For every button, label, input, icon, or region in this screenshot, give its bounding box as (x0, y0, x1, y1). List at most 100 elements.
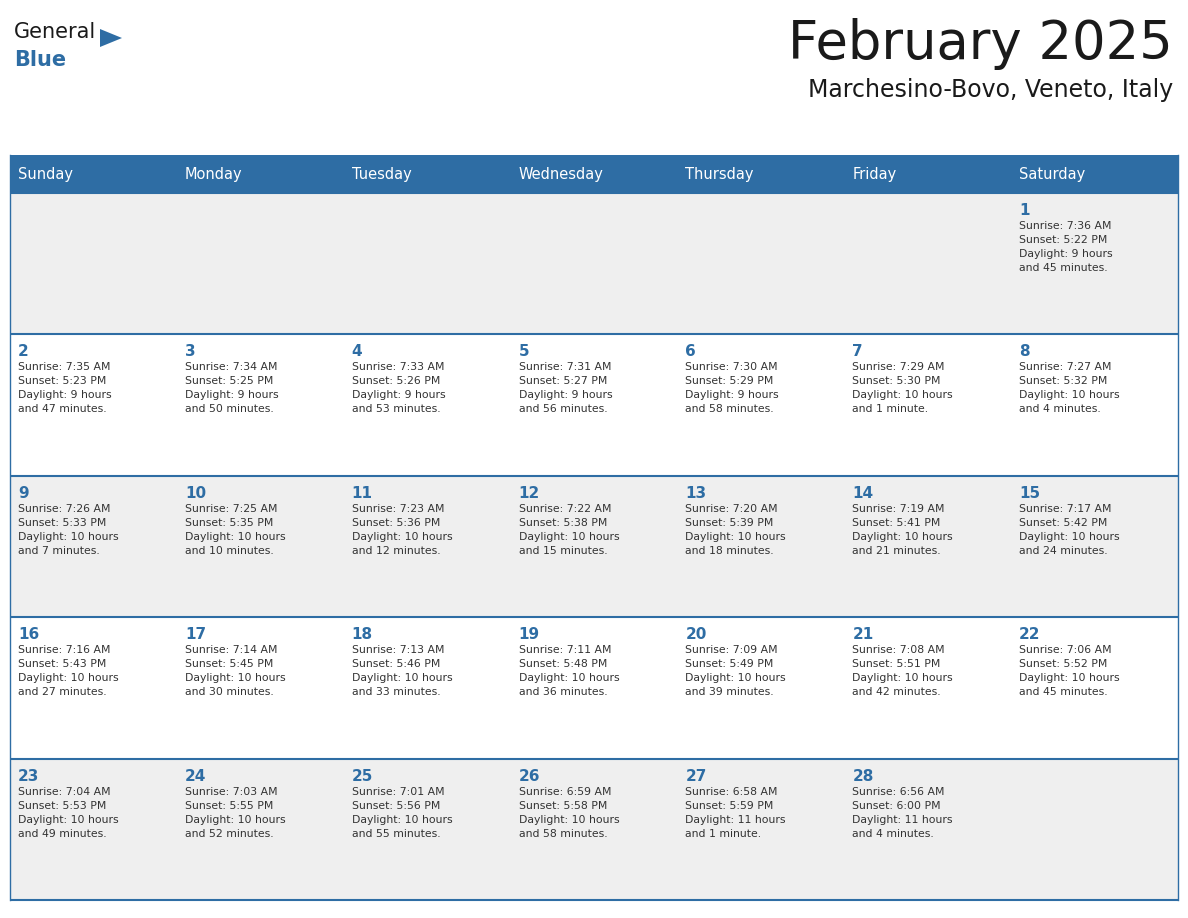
Text: Sunrise: 6:56 AM
Sunset: 6:00 PM
Daylight: 11 hours
and 4 minutes.: Sunrise: 6:56 AM Sunset: 6:00 PM Dayligh… (852, 787, 953, 839)
Bar (677, 334, 845, 476)
Bar (177, 155, 343, 193)
Bar (343, 155, 511, 193)
Bar (677, 476, 845, 617)
Text: 13: 13 (685, 486, 707, 501)
Bar (845, 758, 1011, 900)
Text: 4: 4 (352, 344, 362, 360)
Bar (10, 476, 177, 617)
Text: 15: 15 (1019, 486, 1041, 501)
Text: Sunrise: 7:17 AM
Sunset: 5:42 PM
Daylight: 10 hours
and 24 minutes.: Sunrise: 7:17 AM Sunset: 5:42 PM Dayligh… (1019, 504, 1120, 555)
Bar (845, 155, 1011, 193)
Text: 25: 25 (352, 768, 373, 784)
Text: 19: 19 (519, 627, 539, 643)
Text: Sunrise: 7:36 AM
Sunset: 5:22 PM
Daylight: 9 hours
and 45 minutes.: Sunrise: 7:36 AM Sunset: 5:22 PM Dayligh… (1019, 221, 1113, 273)
Text: Sunrise: 7:04 AM
Sunset: 5:53 PM
Daylight: 10 hours
and 49 minutes.: Sunrise: 7:04 AM Sunset: 5:53 PM Dayligh… (18, 787, 119, 839)
Text: Sunrise: 7:30 AM
Sunset: 5:29 PM
Daylight: 9 hours
and 58 minutes.: Sunrise: 7:30 AM Sunset: 5:29 PM Dayligh… (685, 363, 779, 414)
Bar (511, 617, 677, 758)
Text: 8: 8 (1019, 344, 1030, 360)
Bar (511, 334, 677, 476)
Text: 20: 20 (685, 627, 707, 643)
Text: 3: 3 (185, 344, 196, 360)
Text: Friday: Friday (852, 166, 897, 182)
Bar (177, 193, 343, 334)
Bar (845, 617, 1011, 758)
Text: Thursday: Thursday (685, 166, 754, 182)
Text: 22: 22 (1019, 627, 1041, 643)
Bar (343, 334, 511, 476)
Bar (10, 155, 177, 193)
Bar (845, 476, 1011, 617)
Text: Monday: Monday (185, 166, 242, 182)
Text: 14: 14 (852, 486, 873, 501)
Text: 7: 7 (852, 344, 862, 360)
Text: Sunrise: 7:01 AM
Sunset: 5:56 PM
Daylight: 10 hours
and 55 minutes.: Sunrise: 7:01 AM Sunset: 5:56 PM Dayligh… (352, 787, 453, 839)
Text: Sunrise: 7:35 AM
Sunset: 5:23 PM
Daylight: 9 hours
and 47 minutes.: Sunrise: 7:35 AM Sunset: 5:23 PM Dayligh… (18, 363, 112, 414)
Text: 28: 28 (852, 768, 873, 784)
Text: Sunrise: 7:20 AM
Sunset: 5:39 PM
Daylight: 10 hours
and 18 minutes.: Sunrise: 7:20 AM Sunset: 5:39 PM Dayligh… (685, 504, 786, 555)
Text: Sunrise: 7:23 AM
Sunset: 5:36 PM
Daylight: 10 hours
and 12 minutes.: Sunrise: 7:23 AM Sunset: 5:36 PM Dayligh… (352, 504, 453, 555)
Text: Sunrise: 7:26 AM
Sunset: 5:33 PM
Daylight: 10 hours
and 7 minutes.: Sunrise: 7:26 AM Sunset: 5:33 PM Dayligh… (18, 504, 119, 555)
Bar (177, 476, 343, 617)
Bar (1011, 476, 1178, 617)
Bar (177, 334, 343, 476)
Text: Sunday: Sunday (18, 166, 72, 182)
Text: Sunrise: 7:19 AM
Sunset: 5:41 PM
Daylight: 10 hours
and 21 minutes.: Sunrise: 7:19 AM Sunset: 5:41 PM Dayligh… (852, 504, 953, 555)
Bar (1011, 334, 1178, 476)
Bar (177, 617, 343, 758)
Bar (511, 758, 677, 900)
Text: 24: 24 (185, 768, 207, 784)
Text: Sunrise: 7:25 AM
Sunset: 5:35 PM
Daylight: 10 hours
and 10 minutes.: Sunrise: 7:25 AM Sunset: 5:35 PM Dayligh… (185, 504, 285, 555)
Bar (845, 193, 1011, 334)
Text: 1: 1 (1019, 203, 1030, 218)
Text: Sunrise: 7:11 AM
Sunset: 5:48 PM
Daylight: 10 hours
and 36 minutes.: Sunrise: 7:11 AM Sunset: 5:48 PM Dayligh… (519, 645, 619, 697)
Bar (511, 155, 677, 193)
Text: Sunrise: 7:34 AM
Sunset: 5:25 PM
Daylight: 9 hours
and 50 minutes.: Sunrise: 7:34 AM Sunset: 5:25 PM Dayligh… (185, 363, 278, 414)
Text: 6: 6 (685, 344, 696, 360)
Bar (677, 193, 845, 334)
Text: 2: 2 (18, 344, 29, 360)
Bar (677, 155, 845, 193)
Bar (10, 334, 177, 476)
Text: Sunrise: 7:22 AM
Sunset: 5:38 PM
Daylight: 10 hours
and 15 minutes.: Sunrise: 7:22 AM Sunset: 5:38 PM Dayligh… (519, 504, 619, 555)
Bar (677, 617, 845, 758)
Text: Blue: Blue (14, 50, 67, 70)
Text: Sunrise: 7:06 AM
Sunset: 5:52 PM
Daylight: 10 hours
and 45 minutes.: Sunrise: 7:06 AM Sunset: 5:52 PM Dayligh… (1019, 645, 1120, 697)
Text: 9: 9 (18, 486, 29, 501)
Bar (343, 193, 511, 334)
Text: 16: 16 (18, 627, 39, 643)
Text: Sunrise: 7:13 AM
Sunset: 5:46 PM
Daylight: 10 hours
and 33 minutes.: Sunrise: 7:13 AM Sunset: 5:46 PM Dayligh… (352, 645, 453, 697)
Text: 21: 21 (852, 627, 873, 643)
Text: Sunrise: 7:08 AM
Sunset: 5:51 PM
Daylight: 10 hours
and 42 minutes.: Sunrise: 7:08 AM Sunset: 5:51 PM Dayligh… (852, 645, 953, 697)
Text: Sunrise: 7:14 AM
Sunset: 5:45 PM
Daylight: 10 hours
and 30 minutes.: Sunrise: 7:14 AM Sunset: 5:45 PM Dayligh… (185, 645, 285, 697)
Bar (343, 617, 511, 758)
Text: 12: 12 (519, 486, 539, 501)
Bar (1011, 155, 1178, 193)
Text: 11: 11 (352, 486, 373, 501)
Bar (10, 758, 177, 900)
Text: Sunrise: 7:33 AM
Sunset: 5:26 PM
Daylight: 9 hours
and 53 minutes.: Sunrise: 7:33 AM Sunset: 5:26 PM Dayligh… (352, 363, 446, 414)
Text: 26: 26 (519, 768, 541, 784)
Text: Sunrise: 7:31 AM
Sunset: 5:27 PM
Daylight: 9 hours
and 56 minutes.: Sunrise: 7:31 AM Sunset: 5:27 PM Dayligh… (519, 363, 612, 414)
Text: Sunrise: 7:29 AM
Sunset: 5:30 PM
Daylight: 10 hours
and 1 minute.: Sunrise: 7:29 AM Sunset: 5:30 PM Dayligh… (852, 363, 953, 414)
Polygon shape (100, 29, 122, 47)
Text: 10: 10 (185, 486, 206, 501)
Bar (1011, 193, 1178, 334)
Text: February 2025: February 2025 (789, 18, 1173, 70)
Text: 5: 5 (519, 344, 529, 360)
Bar (343, 758, 511, 900)
Text: 27: 27 (685, 768, 707, 784)
Text: 23: 23 (18, 768, 39, 784)
Bar (10, 617, 177, 758)
Text: General: General (14, 22, 96, 42)
Bar (1011, 617, 1178, 758)
Text: Saturday: Saturday (1019, 166, 1086, 182)
Text: Sunrise: 7:16 AM
Sunset: 5:43 PM
Daylight: 10 hours
and 27 minutes.: Sunrise: 7:16 AM Sunset: 5:43 PM Dayligh… (18, 645, 119, 697)
Text: 17: 17 (185, 627, 206, 643)
Bar (1011, 758, 1178, 900)
Text: Sunrise: 7:03 AM
Sunset: 5:55 PM
Daylight: 10 hours
and 52 minutes.: Sunrise: 7:03 AM Sunset: 5:55 PM Dayligh… (185, 787, 285, 839)
Bar (511, 193, 677, 334)
Text: Sunrise: 6:58 AM
Sunset: 5:59 PM
Daylight: 11 hours
and 1 minute.: Sunrise: 6:58 AM Sunset: 5:59 PM Dayligh… (685, 787, 786, 839)
Text: Tuesday: Tuesday (352, 166, 411, 182)
Text: Sunrise: 7:09 AM
Sunset: 5:49 PM
Daylight: 10 hours
and 39 minutes.: Sunrise: 7:09 AM Sunset: 5:49 PM Dayligh… (685, 645, 786, 697)
Text: 18: 18 (352, 627, 373, 643)
